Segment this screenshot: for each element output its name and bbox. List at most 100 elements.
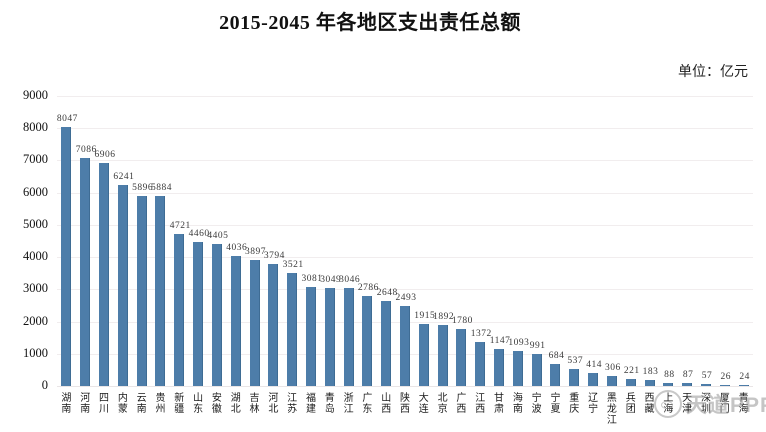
bar-value-label: 57 [701, 371, 713, 381]
x-axis-label: 深圳 [700, 393, 711, 415]
x-axis-label: 广西 [456, 393, 467, 415]
bar-value-label: 4036 [226, 243, 248, 253]
x-axis-label: 山东 [193, 393, 204, 415]
x-axis-label: 上海 [663, 393, 674, 415]
bar-value-label: 4460 [188, 229, 210, 239]
bar-value-label: 183 [642, 367, 659, 377]
x-axis-label: 北京 [437, 393, 448, 415]
x-axis-label: 辽宁 [588, 393, 599, 415]
bar [400, 306, 410, 386]
x-axis-label: 宁波 [531, 393, 542, 415]
bar-value-label: 87 [682, 370, 694, 380]
bar [719, 385, 730, 386]
x-axis-label: 浙江 [343, 393, 354, 415]
bar-value-label: 1892 [433, 312, 455, 322]
bar [569, 369, 580, 386]
bar-value-label: 88 [664, 370, 675, 380]
gridline [57, 224, 753, 226]
bar-value-label: 3049 [320, 275, 342, 285]
bar-value-label: 1093 [508, 338, 530, 348]
bar-value-label: 24 [739, 372, 750, 382]
y-axis-tick-label: 3000 [23, 281, 48, 296]
bar-value-label: 3081 [301, 274, 323, 284]
bar [249, 260, 260, 386]
gridline [57, 257, 753, 259]
x-axis-label: 安徽 [211, 393, 222, 415]
bar [531, 354, 542, 386]
x-axis-label: 福建 [305, 393, 316, 415]
x-axis-label: 大连 [418, 393, 429, 415]
gridline [57, 386, 753, 387]
bar [475, 342, 486, 386]
x-axis-label: 山西 [381, 393, 392, 415]
bar [682, 383, 693, 386]
bar [381, 301, 392, 386]
bar [174, 234, 185, 386]
gridline [57, 128, 753, 130]
bar-value-label: 4405 [207, 231, 229, 241]
bar [61, 127, 72, 386]
bar [512, 351, 523, 386]
bar-value-label: 537 [567, 356, 584, 366]
bar-value-label: 6241 [113, 172, 135, 182]
x-axis-label: 西藏 [644, 393, 655, 415]
x-axis-label: 青岛 [324, 393, 335, 415]
bar-value-label: 3046 [339, 275, 361, 285]
y-axis-tick-label: 0 [41, 378, 48, 392]
bar-value-label: 1147 [489, 336, 511, 346]
bar-value-label: 5884 [150, 183, 172, 193]
bar [99, 163, 110, 386]
bar [136, 196, 147, 386]
bar-value-label: 2648 [376, 288, 398, 298]
bar-value-label: 2786 [357, 283, 379, 293]
bar-value-label: 306 [605, 363, 621, 373]
x-axis-label: 天津 [682, 393, 693, 415]
bar [211, 244, 222, 386]
y-axis-tick-label: 2000 [23, 313, 48, 328]
x-axis-label: 内蒙 [117, 393, 128, 415]
bar [230, 256, 241, 386]
bar-value-label: 4721 [169, 221, 191, 231]
gridline [57, 289, 753, 291]
x-axis-label: 云南 [136, 393, 147, 415]
bar-value-label: 3897 [245, 247, 266, 257]
chart-title: 2015-2045 年各地区支出责任总额 [219, 12, 521, 34]
bar [456, 329, 467, 386]
x-axis-label: 江西 [475, 393, 486, 415]
y-axis-tick-label: 8000 [23, 120, 48, 135]
bar [343, 288, 354, 386]
x-axis-label: 江苏 [287, 393, 298, 415]
y-axis-tick-label: 9000 [23, 88, 48, 102]
x-axis-label: 湖南 [61, 393, 72, 415]
bar-value-label: 6906 [94, 150, 116, 160]
y-axis-tick-label: 4000 [23, 249, 48, 264]
x-axis-label: 重庆 [569, 393, 580, 415]
bar-value-label: 1372 [470, 329, 492, 339]
bar [418, 324, 429, 386]
x-axis-label: 青海 [738, 393, 749, 415]
bar [117, 185, 128, 386]
bar [324, 288, 335, 386]
x-axis-label: 河南 [80, 393, 91, 415]
bar-value-label: 684 [548, 351, 565, 361]
x-axis-label: 厦门 [719, 393, 730, 415]
bar [494, 349, 505, 386]
x-axis-label: 黑龙江 [606, 393, 617, 426]
y-axis-tick-label: 6000 [23, 184, 48, 199]
bar [155, 196, 166, 386]
x-axis-label: 甘肃 [494, 393, 505, 415]
x-axis-label: 兵团 [625, 393, 636, 415]
gridline [57, 192, 753, 194]
bar [305, 287, 316, 386]
x-axis-label: 湖北 [230, 393, 241, 415]
x-axis-label: 四川 [99, 393, 110, 415]
y-axis-tick-label: 5000 [23, 216, 48, 231]
bar [606, 376, 617, 386]
bar [625, 379, 636, 386]
bar-value-label: 221 [623, 366, 640, 376]
bar [588, 373, 599, 386]
bar-value-label: 414 [586, 360, 602, 370]
bar-value-label: 8047 [56, 114, 78, 124]
